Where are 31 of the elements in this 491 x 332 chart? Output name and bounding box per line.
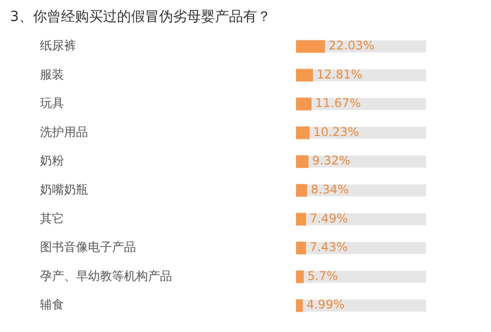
bar [296,155,308,168]
y-tick-label: 奶嘴奶瓶 [40,182,88,197]
bar [296,242,306,254]
y-tick-label: 奶粉 [40,154,64,168]
y-tick-label: 图书音像电子产品 [40,240,136,254]
data-label: 22.03% [328,38,374,53]
y-tick-label: 其它 [40,211,64,226]
data-label: 11.67% [315,96,361,110]
data-label: 8.34% [310,182,349,197]
data-label: 12.81% [316,67,362,82]
bar [296,212,306,226]
bar [296,184,308,197]
y-tick-label: 玩具 [40,96,64,110]
bar [296,40,325,53]
data-label: 4.99% [306,298,345,312]
data-label: 5.7% [307,268,338,283]
data-label: 9.32% [312,154,350,168]
y-tick-label: 洗护用品 [40,124,88,139]
y-tick-label: 辅食 [40,298,64,312]
text: 3、你曾经购买过的假冒伪劣母婴产品有？ [10,8,271,26]
bar [296,270,304,284]
bar [296,68,313,82]
y-tick-label: 纸尿裤 [40,38,76,53]
bar [296,299,303,312]
data-label: 10.23% [313,124,360,139]
y-tick-label: 孕产、早幼教等机构产品 [40,268,172,283]
data-label: 7.43% [310,240,348,254]
y-tick-label: 服装 [40,67,64,82]
bar [296,126,310,140]
data-label: 7.49% [310,211,348,226]
bar [296,98,312,110]
